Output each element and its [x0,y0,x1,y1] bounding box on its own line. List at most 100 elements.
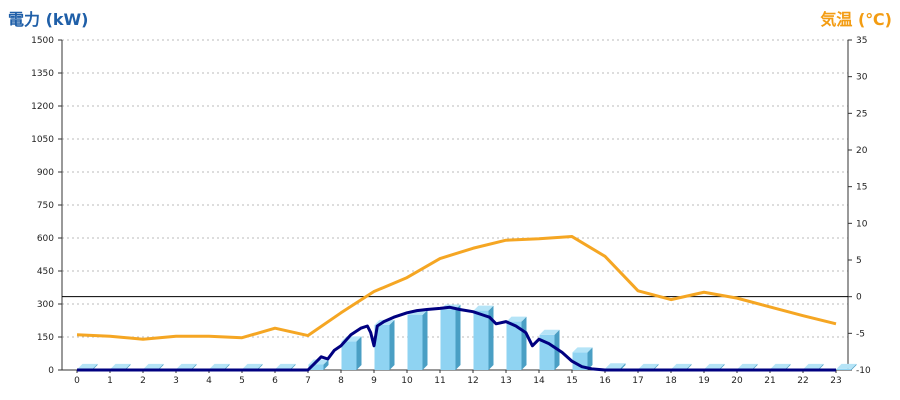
right-tick-label: 25 [856,109,867,119]
power-bar-side [158,363,164,370]
right-tick-label: -5 [856,329,865,339]
power-bar-top [704,363,725,369]
x-tick-label: 19 [698,376,710,386]
power-bar-top [539,329,560,335]
power-bar-side [323,359,329,370]
power-bar-top [209,363,230,369]
power-bar-side [422,310,428,370]
power-bar [506,321,522,370]
power-bar-side [488,305,494,370]
x-tick-label: 9 [371,376,377,386]
left-tick-label: 300 [37,300,54,310]
x-tick-label: 5 [239,376,245,386]
power-bar [473,310,489,370]
x-tick-label: 16 [599,376,611,386]
x-tick-label: 15 [566,376,577,386]
power-bar-side [389,319,395,370]
x-tick-label: 3 [173,376,179,386]
x-tick-label: 18 [665,376,677,386]
power-bar-side [587,347,593,370]
x-tick-label: 14 [533,376,545,386]
power-bar-top [836,363,857,369]
power-bar-side [290,363,296,370]
power-bar-top [572,347,593,353]
power-bar [374,324,390,370]
x-tick-label: 23 [830,376,841,386]
power-bar-side [191,363,197,370]
power-line [77,305,836,372]
power-bar-side [257,363,263,370]
right-tick-label: 10 [856,219,868,229]
left-tick-label: 450 [37,267,54,277]
power-bar-top [605,363,626,369]
power-bar-side [620,363,626,370]
power-bar-top [737,363,758,369]
right-tick-label: 20 [856,146,868,156]
power-bar-side [851,363,857,370]
power-bar-side [125,363,131,370]
x-tick-label: 13 [500,376,511,386]
power-bar-side [521,316,527,370]
power-bar-top [671,363,692,369]
x-tick-label: 21 [764,376,775,386]
power-bar-top [242,363,263,369]
power-bar-side [92,363,98,370]
power-bar-top [473,305,494,311]
x-tick-label: 11 [434,376,445,386]
x-tick-label: 17 [632,376,643,386]
x-tick-label: 8 [338,376,344,386]
power-bar-side [785,363,791,370]
left-tick-label: 900 [37,168,54,178]
left-tick-label: 1350 [31,69,54,79]
x-tick-label: 10 [401,376,413,386]
power-bar-top [143,363,164,369]
left-tick-label: 750 [37,201,54,211]
left-tick-label: 150 [37,333,54,343]
power-bar-side [356,336,362,370]
temperature-line [76,235,837,341]
power-bar-side [686,363,692,370]
left-tick-label: 1050 [31,135,54,145]
right-axis-title: 気温 (℃) [820,10,892,29]
left-tick-label: 600 [37,234,54,244]
left-axis-title: 電力 (kW) [8,10,89,29]
x-tick-label: 1 [107,376,113,386]
power-bar-top [77,363,98,369]
left-tick-label: 0 [48,366,54,376]
power-bar-side [818,363,824,370]
right-tick-label: 5 [856,256,862,266]
right-tick-label: 30 [856,73,868,83]
power-bar-side [224,363,230,370]
right-tick-label: 35 [856,36,867,46]
x-tick-label: 2 [140,376,146,386]
power-bar-top [506,316,527,322]
left-tick-label: 1200 [31,102,54,112]
right-tick-label: -10 [856,366,871,376]
power-bar-top [275,363,296,369]
power-bar [440,309,456,370]
x-tick-label: 4 [206,376,212,386]
x-tick-label: 7 [305,376,311,386]
power-bar [341,341,357,370]
x-tick-label: 20 [731,376,743,386]
x-tick-label: 22 [797,376,808,386]
x-tick-label: 0 [74,376,80,386]
power-bar-top [638,363,659,369]
power-bar-side [752,363,758,370]
power-bar-top [110,363,131,369]
right-tick-label: 0 [856,293,862,303]
power-bar-top [176,363,197,369]
power-bar-side [653,363,659,370]
power-bar-top [770,363,791,369]
power-bar [308,364,324,370]
power-bar-side [719,363,725,370]
power-bar [407,315,423,370]
power-bar [836,368,852,370]
power-bar-side [455,304,461,370]
right-tick-label: 15 [856,183,867,193]
power-bar-top [803,363,824,369]
left-tick-label: 1500 [31,36,54,46]
x-tick-label: 6 [272,376,278,386]
